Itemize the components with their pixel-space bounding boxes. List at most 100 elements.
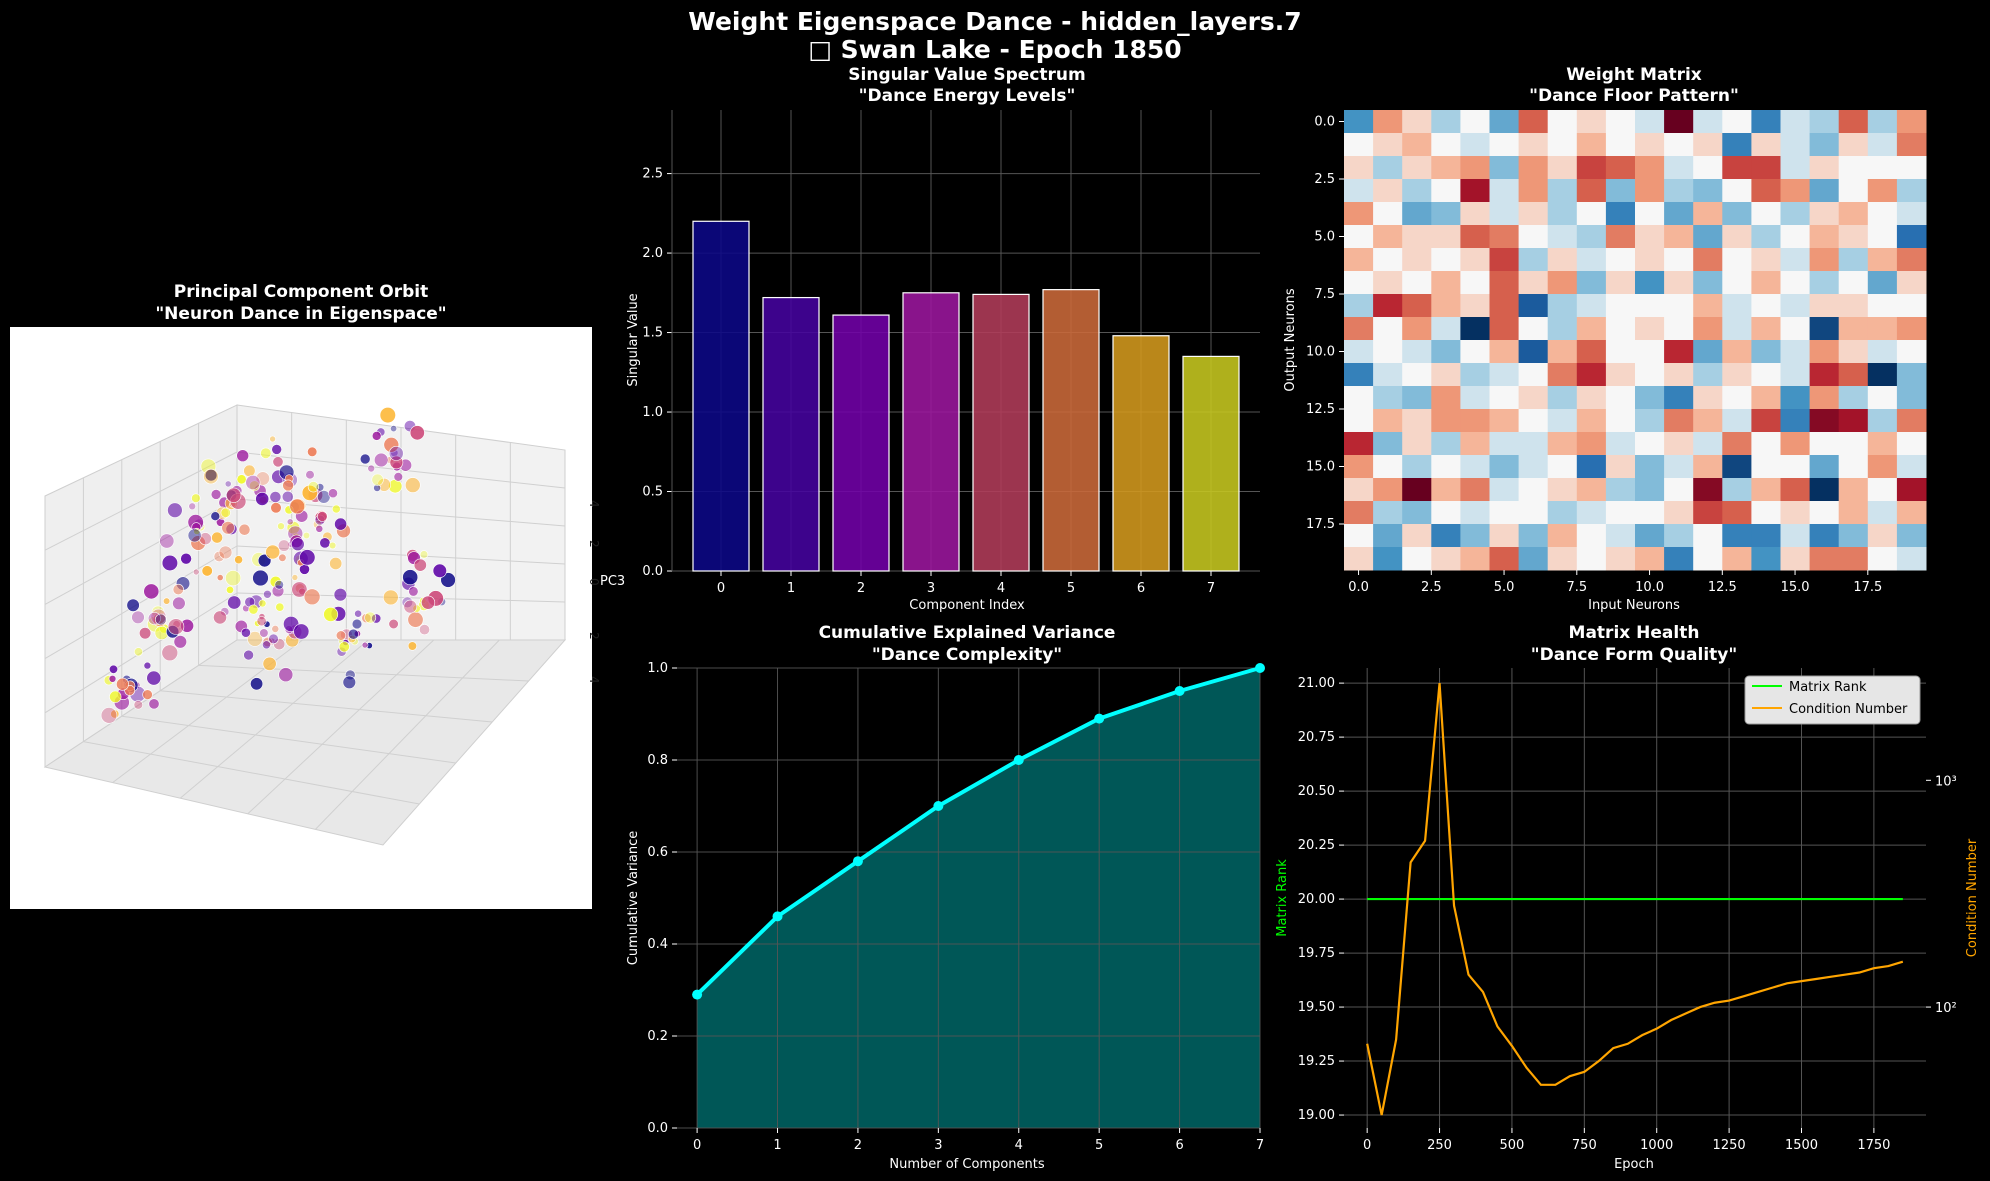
mh-legend: Matrix Rank Condition Number	[1745, 676, 1920, 724]
cv-point	[1014, 755, 1024, 765]
mh-subtitle: "Dance Form Quality"	[1531, 645, 1737, 665]
hm-cell	[1431, 271, 1461, 295]
hm-cell	[1810, 225, 1840, 249]
pca-point	[272, 444, 282, 454]
cv-point	[853, 856, 863, 866]
hm-cell	[1751, 133, 1781, 157]
cv-point	[1175, 686, 1185, 696]
hm-cell	[1839, 179, 1869, 203]
hm-cell	[1490, 271, 1520, 295]
pca-point	[163, 598, 170, 605]
pca-point	[421, 596, 434, 609]
hm-cell	[1635, 179, 1665, 203]
hm-cell	[1722, 432, 1752, 456]
hm-cell	[1606, 202, 1636, 226]
hm-cell	[1635, 501, 1665, 525]
pca-point	[389, 619, 399, 629]
hm-cell	[1460, 225, 1490, 249]
pca-point	[303, 532, 310, 539]
hm-cell	[1344, 363, 1374, 387]
hm-cell	[1402, 547, 1432, 571]
sv-bar	[693, 221, 749, 571]
pca-ztick-label: 4	[587, 500, 601, 508]
hm-cell	[1373, 524, 1403, 548]
hm-cell	[1548, 225, 1578, 249]
pca-point	[139, 627, 151, 639]
cv-ylabel: Cumulative Variance	[626, 831, 641, 966]
hm-cell	[1577, 248, 1607, 272]
hm-cell	[1402, 156, 1432, 180]
hm-cell	[1402, 524, 1432, 548]
hm-cell	[1606, 432, 1636, 456]
hm-cell	[1577, 409, 1607, 433]
hm-cell	[1897, 501, 1927, 525]
pca-point	[410, 426, 424, 440]
mh-y2label: Condition Number	[1965, 838, 1980, 957]
hm-cell	[1810, 156, 1840, 180]
pca-point	[225, 481, 231, 487]
hm-cell	[1810, 363, 1840, 387]
hm-cell	[1810, 501, 1840, 525]
cv-plot: 0.00.20.40.60.81.00 1 2 3 4 5 6 7	[647, 661, 1265, 1153]
hm-cell	[1868, 524, 1898, 548]
hm-cell	[1431, 501, 1461, 525]
hm-cell	[1810, 547, 1840, 571]
pca-ztick-label: 0	[587, 578, 601, 586]
sv-ytick-label: 2.5	[642, 167, 663, 182]
hm-cell	[1751, 202, 1781, 226]
hm-cell	[1635, 156, 1665, 180]
hm-cell	[1868, 133, 1898, 157]
hm-cell	[1897, 294, 1927, 318]
hm-cell	[1664, 179, 1694, 203]
pca-point	[219, 546, 232, 559]
hm-cell	[1664, 271, 1694, 295]
hm-cell	[1344, 271, 1374, 295]
hm-cell	[1751, 340, 1781, 364]
hm-ytick-label: 10.0	[1306, 345, 1335, 360]
hm-cell	[1460, 294, 1490, 318]
pca-point	[324, 607, 338, 621]
cv-xtick-label: 3	[934, 1138, 942, 1153]
hm-cell	[1722, 271, 1752, 295]
hm-cell	[1373, 455, 1403, 479]
hm-cell	[1693, 386, 1723, 410]
hm-cell	[1897, 478, 1927, 502]
hm-cell	[1781, 340, 1811, 364]
pca-point	[270, 491, 281, 502]
hm-cell	[1722, 294, 1752, 318]
pca-point	[335, 518, 347, 530]
hm-cell	[1402, 432, 1432, 456]
pca-point	[246, 475, 260, 489]
pca-point	[348, 629, 358, 639]
hm-cell	[1460, 432, 1490, 456]
hm-cell	[1635, 133, 1665, 157]
pca-point	[343, 676, 356, 689]
pca-point	[132, 611, 145, 624]
sv-ylabel: Singular Value	[626, 293, 641, 386]
pca-point	[263, 657, 276, 670]
hm-cell	[1344, 524, 1374, 548]
hm-cell	[1868, 340, 1898, 364]
hm-cell	[1868, 363, 1898, 387]
hm-cell	[1490, 225, 1520, 249]
hm-cell	[1839, 547, 1869, 571]
pca-point	[256, 492, 269, 505]
hm-cell	[1781, 386, 1811, 410]
hm-cell	[1519, 432, 1549, 456]
hm-cell	[1839, 409, 1869, 433]
pca-point	[160, 534, 174, 548]
pca-point	[173, 597, 186, 610]
pca-point	[408, 642, 417, 651]
hm-cell	[1781, 501, 1811, 525]
hm-cell	[1519, 202, 1549, 226]
hm-cell	[1751, 271, 1781, 295]
hm-cell	[1693, 248, 1723, 272]
sv-bar	[1043, 290, 1099, 571]
hm-cell	[1810, 271, 1840, 295]
sv-ytick-label: 1.5	[642, 326, 663, 341]
hm-cell	[1839, 110, 1869, 134]
cv-ytick-label: 0.6	[647, 845, 668, 860]
hm-cell	[1548, 156, 1578, 180]
hm-cell	[1751, 363, 1781, 387]
hm-cell	[1460, 386, 1490, 410]
